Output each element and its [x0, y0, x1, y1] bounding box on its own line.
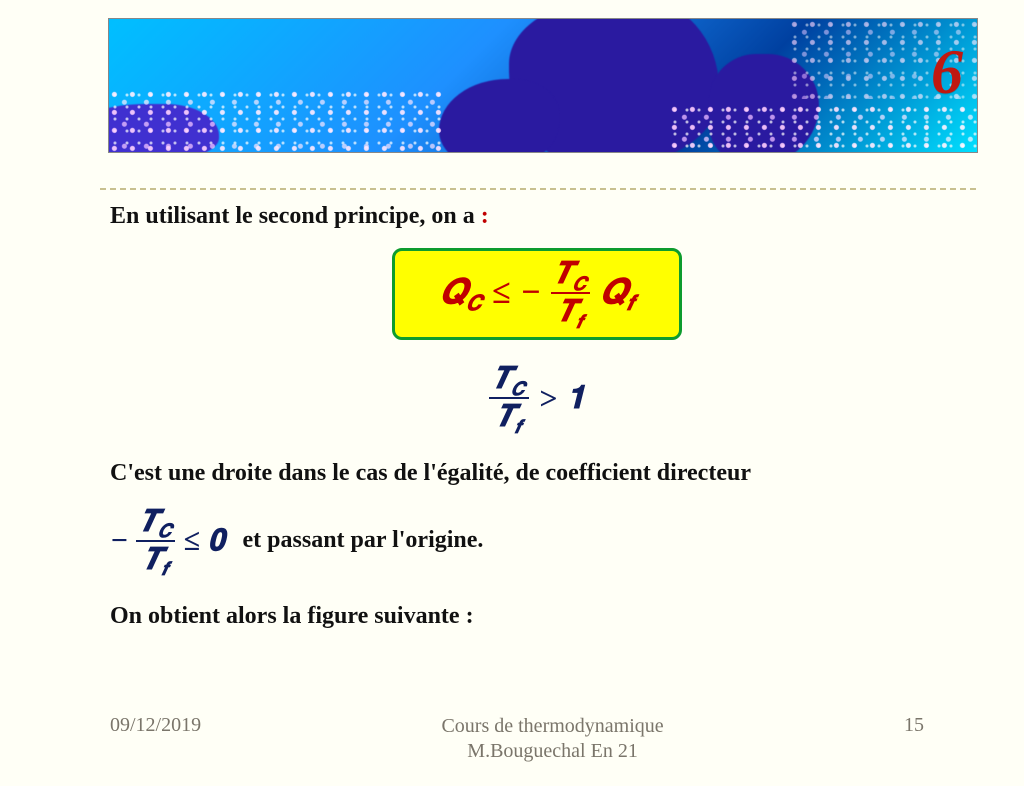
frac-Tc-Tf: 𝑻𝑪 𝑻𝒇 — [551, 259, 590, 327]
sym-one: 𝟏 — [567, 379, 585, 417]
banner-image: 6 — [108, 18, 978, 153]
sym-le-2: ≤ — [183, 524, 199, 558]
intro-text: En utilisant le second principe, on a — [110, 203, 481, 229]
footer-title-line1: Cours de thermodynamique — [441, 714, 663, 739]
highlighted-equation-box: 𝑸𝑪 ≤ − 𝑻𝑪 𝑻𝒇 𝑸𝒇 — [392, 248, 682, 340]
footer-date: 09/12/2019 — [110, 714, 201, 737]
sub-f: 𝒇 — [627, 291, 634, 315]
sub-C: 𝑪 — [467, 291, 482, 315]
sym-zero: 𝟎 — [208, 524, 225, 558]
sym-le: ≤ — [492, 274, 511, 312]
footer-title: Cours de thermodynamique M.Bouguechal En… — [441, 714, 663, 764]
sym-minus-2: − — [110, 524, 128, 558]
footer-slide-number: 15 — [904, 714, 924, 737]
footer: 09/12/2019 Cours de thermodynamique M.Bo… — [0, 714, 1024, 764]
equation-2-row: 𝑻𝑪 𝑻𝒇 > 𝟏 — [110, 364, 964, 432]
equation-1: 𝑸𝑪 ≤ − 𝑻𝑪 𝑻𝒇 𝑸𝒇 — [440, 259, 634, 327]
intro-colon: : — [481, 203, 489, 229]
footer-title-line2: M.Bouguechal En 21 — [441, 739, 663, 764]
paragraph-1: C'est une droite dans le cas de l'égalit… — [110, 456, 964, 491]
sym-Qf: 𝑸 — [600, 274, 627, 311]
frac-Tc-Tf-2: 𝑻𝑪 𝑻𝒇 — [489, 364, 528, 432]
sym-Qc: 𝑸 — [440, 274, 467, 311]
paragraph-2-tail: et passant par l'origine. — [243, 523, 484, 558]
sym-gt: > — [539, 380, 557, 417]
inline-equation: − 𝑻𝑪 𝑻𝒇 ≤ 𝟎 — [110, 507, 225, 575]
divider — [100, 188, 976, 190]
paragraph-3: On obtient alors la figure suivante : — [110, 599, 964, 634]
sym-minus: − — [520, 274, 541, 312]
intro-line: En utilisant le second principe, on a : — [110, 203, 964, 230]
paragraph-2-row: − 𝑻𝑪 𝑻𝒇 ≤ 𝟎 et passant par l'origine. — [110, 507, 964, 575]
equation-2: 𝑻𝑪 𝑻𝒇 > 𝟏 — [489, 364, 584, 432]
page-number: 6 — [931, 35, 963, 109]
frac-Tc-Tf-3: 𝑻𝑪 𝑻𝒇 — [136, 507, 175, 575]
content-area: En utilisant le second principe, on a : … — [110, 203, 964, 634]
slide: 6 En utilisant le second principe, on a … — [0, 18, 1024, 786]
